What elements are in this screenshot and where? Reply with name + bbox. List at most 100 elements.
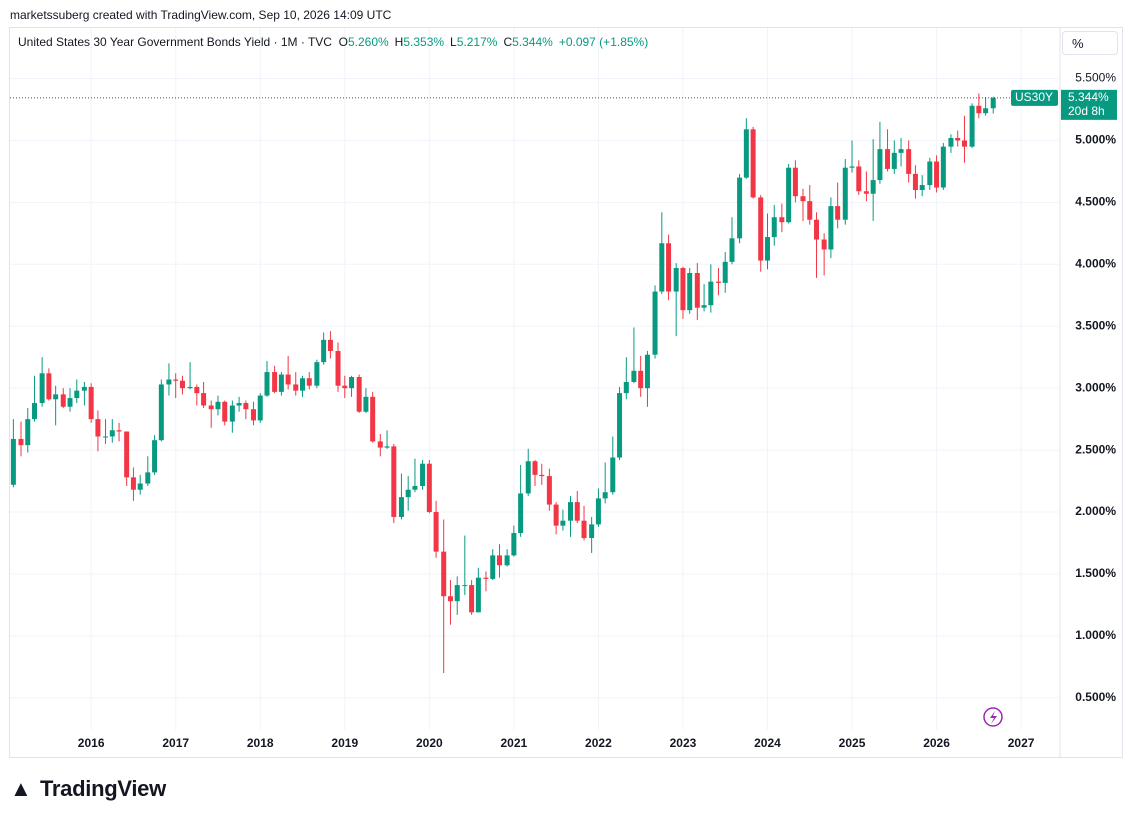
legend-name: United States 30 Year Government Bonds Y…: [18, 35, 332, 49]
candle-body: [229, 405, 235, 422]
candle-body: [927, 161, 933, 186]
watermark: marketssuberg created with TradingView.c…: [10, 8, 392, 22]
brand-name: TradingView: [40, 776, 166, 801]
candle-body: [553, 504, 559, 526]
candle-body: [370, 396, 376, 442]
candle-body: [631, 370, 637, 382]
y-tick-label: 3.500%: [1075, 318, 1116, 332]
candle-body: [779, 217, 785, 223]
candle-body: [469, 585, 475, 613]
candle-body: [715, 281, 721, 283]
candle-body: [722, 261, 728, 283]
x-tick-label: 2019: [331, 736, 358, 750]
candle-body: [306, 378, 312, 386]
candle-body: [673, 268, 679, 292]
candle-body: [574, 502, 580, 521]
candle-body: [786, 167, 792, 223]
symbol-label: US30Y: [1015, 90, 1053, 104]
candle-body: [349, 377, 355, 389]
candle-body: [842, 167, 848, 220]
price-badge: [1061, 89, 1117, 120]
candle-body: [74, 390, 80, 399]
event-icon[interactable]: [983, 707, 1003, 727]
candle-body: [568, 502, 574, 521]
x-tick-label: 2016: [78, 736, 105, 750]
candle-body: [81, 386, 87, 391]
candle-body: [377, 441, 383, 448]
candle-body: [187, 386, 193, 389]
grid: [10, 28, 1060, 730]
candle-body: [208, 405, 214, 410]
candle-body: [420, 463, 426, 487]
legend-change: +0.097 (+1.85%): [558, 35, 649, 49]
candle-body: [137, 483, 143, 490]
candle-body: [327, 339, 333, 352]
y-tick-label: 1.500%: [1075, 566, 1116, 580]
candle-body: [412, 486, 418, 490]
candle-body: [25, 419, 31, 446]
y-tick-label: 3.000%: [1075, 380, 1116, 394]
candle-body: [602, 492, 608, 499]
candle-body: [595, 498, 601, 525]
y-tick-label: 2.500%: [1075, 442, 1116, 456]
candle-body: [39, 373, 45, 404]
candle-body: [145, 472, 151, 484]
candle-body: [792, 167, 798, 197]
candle-body: [617, 393, 623, 458]
candle-body: [687, 272, 693, 311]
legend: United States 30 Year Government Bonds Y…: [18, 35, 654, 49]
candle-body: [158, 384, 164, 441]
candle-body: [743, 129, 749, 178]
candle-body: [504, 555, 510, 566]
legend-key: C: [503, 35, 513, 49]
candle-body: [342, 385, 348, 389]
candle-body: [391, 446, 397, 517]
scale-button[interactable]: %: [1062, 31, 1118, 55]
candle-body: [293, 384, 299, 391]
candle-body: [173, 379, 179, 381]
candle-body: [335, 351, 341, 386]
candle-body: [546, 476, 552, 505]
y-tick-label: 5.500%: [1075, 71, 1116, 85]
candle-body: [60, 394, 66, 407]
candle-body: [983, 108, 989, 114]
candle-body: [976, 105, 982, 114]
candle-body: [581, 520, 587, 539]
candle-body: [236, 403, 242, 406]
candle-body: [285, 374, 291, 385]
candle-body: [201, 393, 207, 406]
legend-value: 5.344%: [512, 35, 553, 49]
x-tick-label: 2025: [839, 736, 866, 750]
candle-body: [103, 436, 109, 438]
candle-body: [321, 339, 327, 363]
candle-body: [433, 512, 439, 552]
candle-body: [124, 431, 130, 478]
candle-body: [511, 533, 517, 556]
x-tick-label: 2020: [416, 736, 443, 750]
candle-body: [426, 463, 432, 513]
candle-body: [405, 489, 411, 498]
candle-body: [758, 197, 764, 261]
chart-frame: [9, 27, 1123, 758]
candle-body: [179, 380, 185, 389]
candle-body: [462, 585, 468, 587]
brand: ▲ TradingView: [10, 776, 166, 801]
last-price-label: 5.344%: [1068, 90, 1109, 104]
candle-body: [828, 206, 834, 250]
candle-body: [18, 438, 24, 446]
candle-body: [891, 152, 897, 169]
candle-body: [906, 149, 912, 174]
candle-body: [955, 137, 961, 141]
y-tick-label: 0.500%: [1075, 690, 1116, 704]
candle-body: [610, 457, 616, 493]
candle-body: [88, 386, 94, 420]
candle-body: [934, 161, 940, 188]
candle-body: [109, 430, 115, 437]
candle-body: [961, 140, 967, 147]
candle-body: [525, 461, 531, 494]
candle-body: [454, 585, 460, 602]
legend-value: 5.353%: [403, 35, 445, 49]
candle-body: [532, 461, 538, 475]
